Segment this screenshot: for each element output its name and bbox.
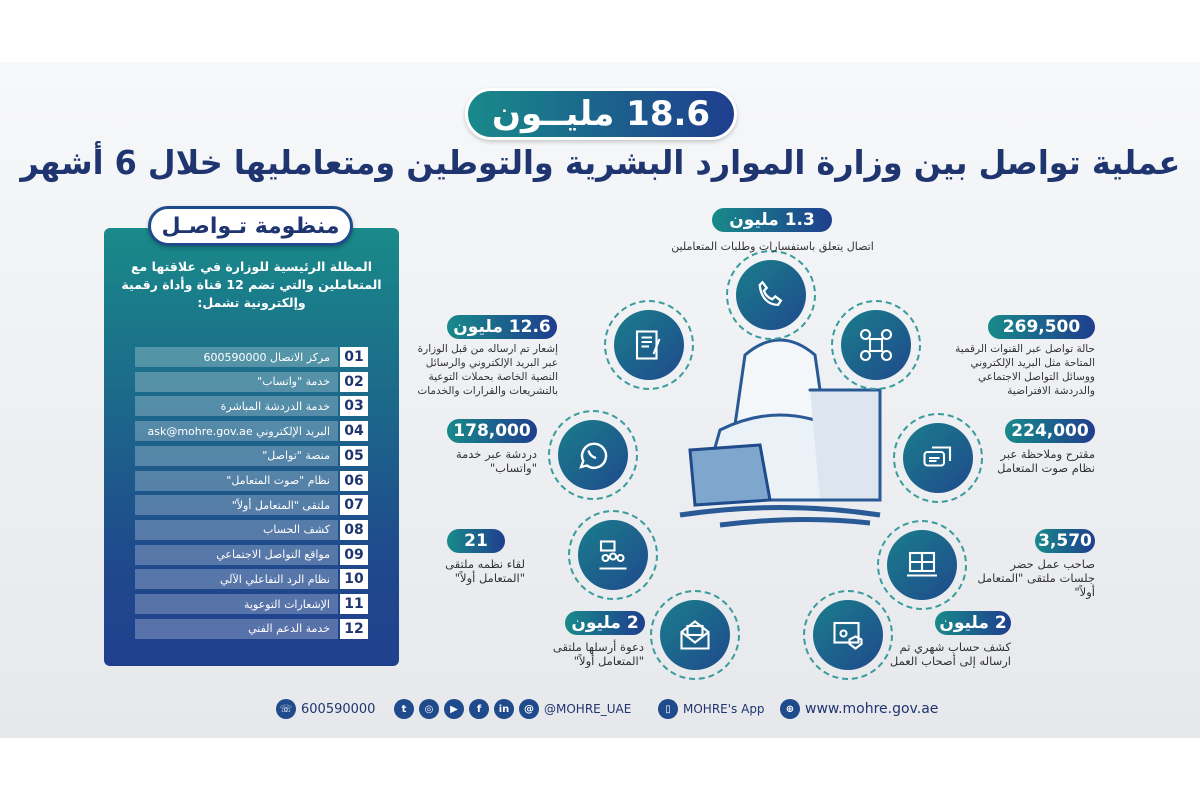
stat-digital-text: حالة تواصل عبر القنوات الرقمية المتاحة م… [955,343,1095,397]
facebook-icon[interactable]: f [469,699,489,719]
chat-icon [893,413,983,503]
channel-item: 04 البريد الإلكتروني ask@mohre.gov.ae [135,421,368,442]
stat-statements-value: 2 مليون [935,611,1011,635]
stat-notifications-text: إشعار تم ارساله من قبل الوزارة عبر البري… [417,343,558,397]
channel-item: 12 خدمة الدعم الفني [135,618,368,639]
footer-social: t ◎ ▶ f in @ @MOHRE_UAE [394,698,631,720]
channel-label: خدمة الدعم الفني [135,618,338,639]
globe-icon: ⊕ [780,699,800,719]
document-icon [604,300,694,390]
channel-item: 11 الإشعارات التوعوية [135,594,368,614]
channel-number: 11 [340,594,368,614]
channel-item: 02 خدمة "واتساب" [135,371,368,392]
stat-invites-text: دعوة أرسلها ملتقى "المتعامل أولاً" [552,640,644,668]
stat-digital-value: 269,500 [988,315,1095,339]
channel-item: 10 نظام الرد التفاعلي الآلي [135,569,368,590]
channel-number: 04 [340,421,368,442]
linkedin-icon[interactable]: in [494,699,514,719]
phone-number: 600590000 [301,701,376,717]
channel-label: الإشعارات التوعوية [135,594,338,614]
channel-label: مواقع التواصل الاجتماعي [135,544,338,565]
youtube-icon[interactable]: ▶ [444,699,464,719]
app-label: MOHRE's App [683,702,765,716]
panel-intro: المظلة الرئيسية للوزارة في علاقتها مع ال… [121,259,382,310]
stat-calls-text: اتصال يتعلق باستفسارات وطلبات المتعاملين [671,240,874,253]
channel-number: 01 [340,347,368,367]
stat-meetings-value: 21 [447,529,505,553]
person-laptop-illustration [679,338,882,528]
channel-number: 08 [340,519,368,540]
channel-label: كشف الحساب [135,519,338,540]
channel-number: 02 [340,371,368,392]
channel-number: 06 [340,470,368,491]
channel-item: 08 كشف الحساب [135,519,368,540]
stat-whatsapp-value: 178,000 [447,419,537,443]
stat-employers-value: 3,570 [1035,529,1095,553]
phone-icon: ☏ [276,699,296,719]
channel-number: 10 [340,569,368,590]
channel-label: نظام "صوت المتعامل" [135,470,338,491]
headline-subtitle: عملية تواصل بين وزارة الموارد البشرية وا… [20,143,1180,182]
whatsapp-icon [548,410,638,500]
channel-item: 03 خدمة الدردشة المباشرة [135,396,368,417]
channel-item: 07 ملتقى "المتعامل أولاً" [135,495,368,516]
channel-item: 06 نظام "صوت المتعامل" [135,470,368,491]
envelope-icon [650,590,740,680]
footer-phone[interactable]: ☏ 600590000 [276,698,375,720]
channel-number: 03 [340,396,368,417]
channel-number: 09 [340,544,368,565]
footer-website[interactable]: ⊕ www.mohre.gov.ae [780,698,938,720]
channel-label: نظام الرد التفاعلي الآلي [135,569,338,590]
channel-label: البريد الإلكتروني ask@mohre.gov.ae [135,421,338,442]
social-handle[interactable]: @MOHRE_UAE [544,702,632,716]
panel-title: منظومة تـواصـل [148,206,353,246]
meeting-icon [568,510,658,600]
stat-calls-value: 1.3 مليون [712,208,832,232]
channel-item: 05 منصة "تواصل" [135,445,368,466]
instagram-icon[interactable]: ◎ [419,699,439,719]
stat-statements-text: كشف حساب شهري تم ارساله إلى أصحاب العمل [889,640,1011,668]
phone-icon [726,250,816,340]
social-media-icon [831,300,921,390]
channel-label: مركز الاتصال 600590000 [135,347,338,367]
channel-item: 01 مركز الاتصال 600590000 [135,347,368,367]
stat-voice-text: مقترح وملاحظة عبر نظام صوت المتعامل [997,447,1095,475]
channel-label: خدمة الدردشة المباشرة [135,396,338,417]
video-conference-icon [877,520,967,610]
website-link: www.mohre.gov.ae [805,701,939,717]
channel-label: منصة "تواصل" [135,445,338,466]
threads-icon[interactable]: @ [519,699,539,719]
account-statement-icon [803,590,893,680]
stat-employers-text: صاحب عمل حضر جلسات ملتقى "المتعامل أولاً… [977,557,1095,599]
stat-invites-value: 2 مليون [565,611,645,635]
channel-label: ملتقى "المتعامل أولاً" [135,495,338,516]
headline-total: 18.6 مليــون [465,88,737,140]
twitter-icon[interactable]: t [394,699,414,719]
stat-notifications-value: 12.6 مليون [447,315,557,339]
stat-meetings-text: لقاء نظمه ملتقى "المتعامل أولاً" [445,557,525,585]
stat-whatsapp-text: دردشة عبر خدمة "واتساب" [455,447,537,475]
mobile-app-icon: ▯ [658,699,678,719]
channel-label: خدمة "واتساب" [135,371,338,392]
footer-app[interactable]: ▯ MOHRE's App [658,698,765,720]
channel-item: 09 مواقع التواصل الاجتماعي [135,544,368,565]
channel-number: 05 [340,445,368,466]
stat-voice-value: 224,000 [1005,419,1095,443]
headline-subtitle-row: عملية تواصل بين وزارة الموارد البشرية وا… [0,143,1200,187]
channel-number: 07 [340,495,368,516]
channel-number: 12 [340,618,368,639]
